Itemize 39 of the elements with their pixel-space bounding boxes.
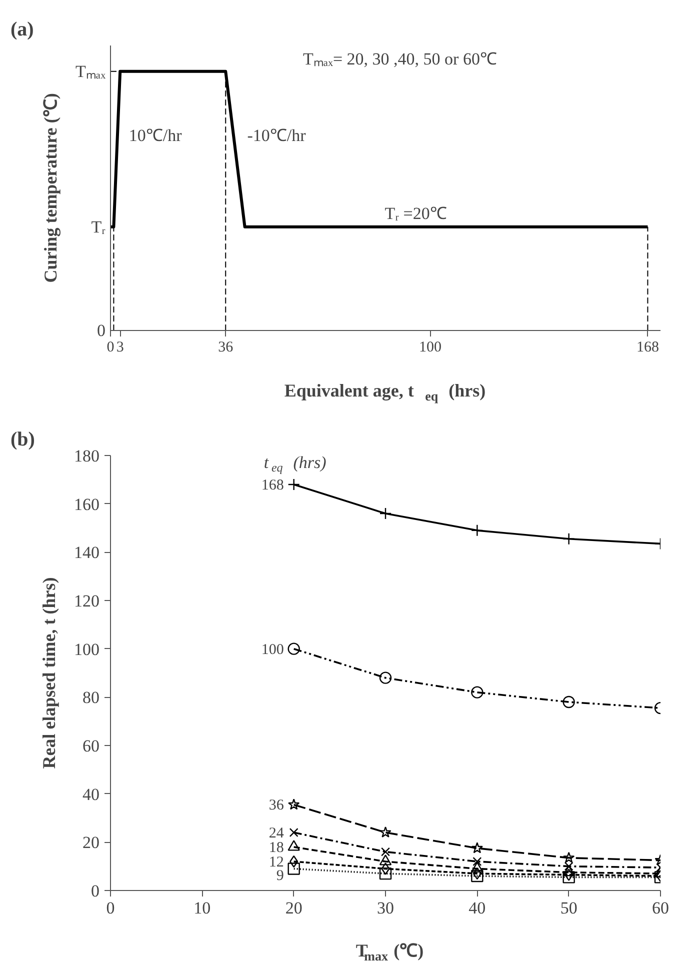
x-tick-label: 168	[636, 340, 659, 356]
y-tick-label: 180	[74, 446, 100, 466]
x-tick-label: 50	[560, 898, 578, 918]
series-label: 12	[268, 854, 284, 870]
y-tick-label: 140	[74, 543, 100, 562]
series-label: 168	[261, 478, 284, 494]
y-axis-title: Real elapsed time, t (hrs)	[39, 577, 59, 769]
chart-title: (a)	[10, 18, 34, 40]
x-tick-label: 36	[218, 340, 234, 356]
series-label: 18	[268, 840, 284, 856]
ref-line-label: Tₘₐₓ	[76, 62, 106, 81]
x-tick-label: 40	[468, 898, 486, 918]
annotation: Tᵣ	[91, 217, 106, 236]
series-label: 9	[276, 868, 284, 884]
x-tick-label: 0	[106, 340, 114, 356]
y-tick-label: 60	[82, 736, 100, 756]
y-tick-label: 80	[82, 688, 100, 708]
y-tick-label: 20	[82, 833, 100, 852]
x-tick-label: 3	[116, 340, 124, 356]
x-tick-label: 60	[652, 898, 669, 918]
y-tick-label: 100	[74, 640, 100, 659]
y-tick-label: 120	[74, 592, 100, 610]
x-tick-label: 30	[377, 898, 394, 918]
y-tick-label: 160	[74, 494, 100, 514]
text: Tₘₐₓ= 20, 30 ,40, 50 or 60℃	[303, 50, 497, 68]
y-tick-label: 40	[82, 784, 100, 804]
y-axis-title: Curing temperature (℃)	[40, 93, 61, 283]
annotation: -10℃/hr	[247, 126, 306, 146]
y-tick-label: 0	[91, 882, 100, 900]
annotation: Tᵣ =20℃	[384, 204, 447, 223]
series-label: 24	[268, 826, 284, 842]
annotation: 10℃/hr	[128, 126, 182, 146]
series-label: 36	[268, 798, 284, 814]
series-label: 100	[261, 642, 284, 658]
x-tick-label: 20	[285, 898, 302, 918]
x-tick-label: 10	[194, 898, 211, 918]
chart-title: (b)	[10, 428, 35, 450]
x-tick-label: 100	[419, 340, 442, 356]
x-tick-label: 0	[106, 898, 115, 918]
